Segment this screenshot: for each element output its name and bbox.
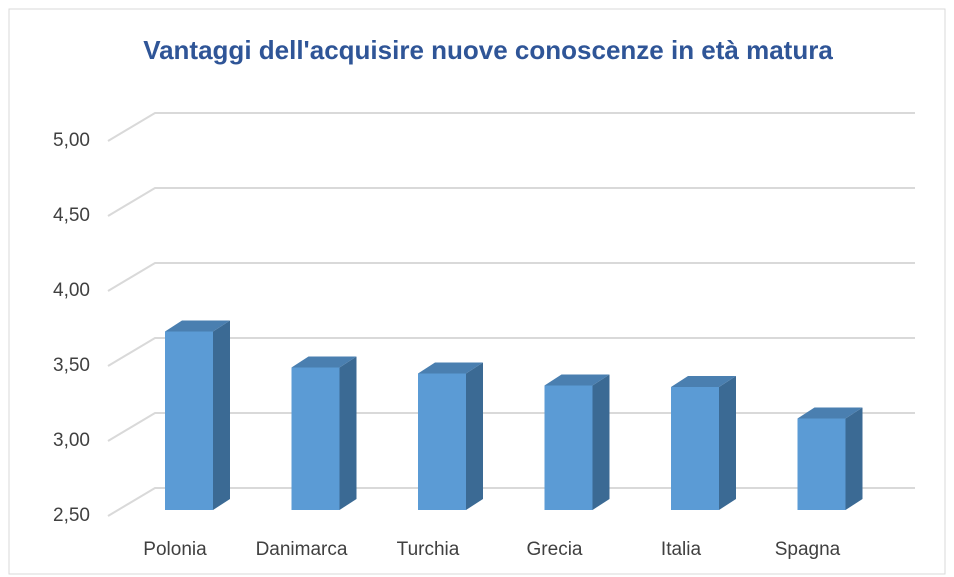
y-tick-label: 3,50 <box>53 355 90 376</box>
bar-side <box>466 362 483 510</box>
y-tick-label: 4,00 <box>53 280 90 301</box>
bar-top <box>418 362 483 374</box>
bar-front <box>671 387 719 510</box>
grid-line <box>107 487 915 517</box>
bar-top <box>544 374 610 386</box>
bar-front <box>544 385 593 510</box>
grid-line <box>107 187 915 217</box>
bar <box>797 407 863 510</box>
bar-front <box>165 331 213 510</box>
grid-line <box>107 112 915 142</box>
x-tick-label: Grecia <box>527 539 583 560</box>
y-tick-label: 4,50 <box>53 205 90 226</box>
bar-side <box>845 407 863 510</box>
bar-side <box>719 376 736 510</box>
bar-side <box>339 356 357 510</box>
y-tick-label: 5,00 <box>53 130 90 151</box>
grid-line <box>107 337 915 367</box>
grid-line <box>107 412 915 442</box>
bar-side <box>213 320 230 510</box>
x-tick-label: Italia <box>661 539 702 560</box>
bar-side <box>592 374 610 510</box>
bar-top <box>165 320 230 332</box>
bar <box>291 356 357 510</box>
bar-top <box>671 376 736 387</box>
bar <box>544 374 610 510</box>
y-tick-label: 2,50 <box>53 505 90 526</box>
x-tick-label: Danimarca <box>256 539 348 560</box>
bar-front <box>418 373 466 510</box>
bar-front <box>291 367 340 510</box>
grid-line <box>107 262 915 292</box>
bar-top <box>291 356 357 368</box>
y-tick-label: 3,00 <box>53 430 90 451</box>
bar <box>671 376 736 510</box>
x-tick-label: Polonia <box>143 539 207 560</box>
x-tick-label: Turchia <box>397 539 460 560</box>
bar <box>165 320 230 510</box>
bar-front <box>797 418 846 510</box>
bar <box>418 362 483 510</box>
x-tick-label: Spagna <box>775 539 841 560</box>
chart-title: Vantaggi dell'acquisire nuove conoscenze… <box>143 35 833 65</box>
bar-top <box>797 407 863 419</box>
